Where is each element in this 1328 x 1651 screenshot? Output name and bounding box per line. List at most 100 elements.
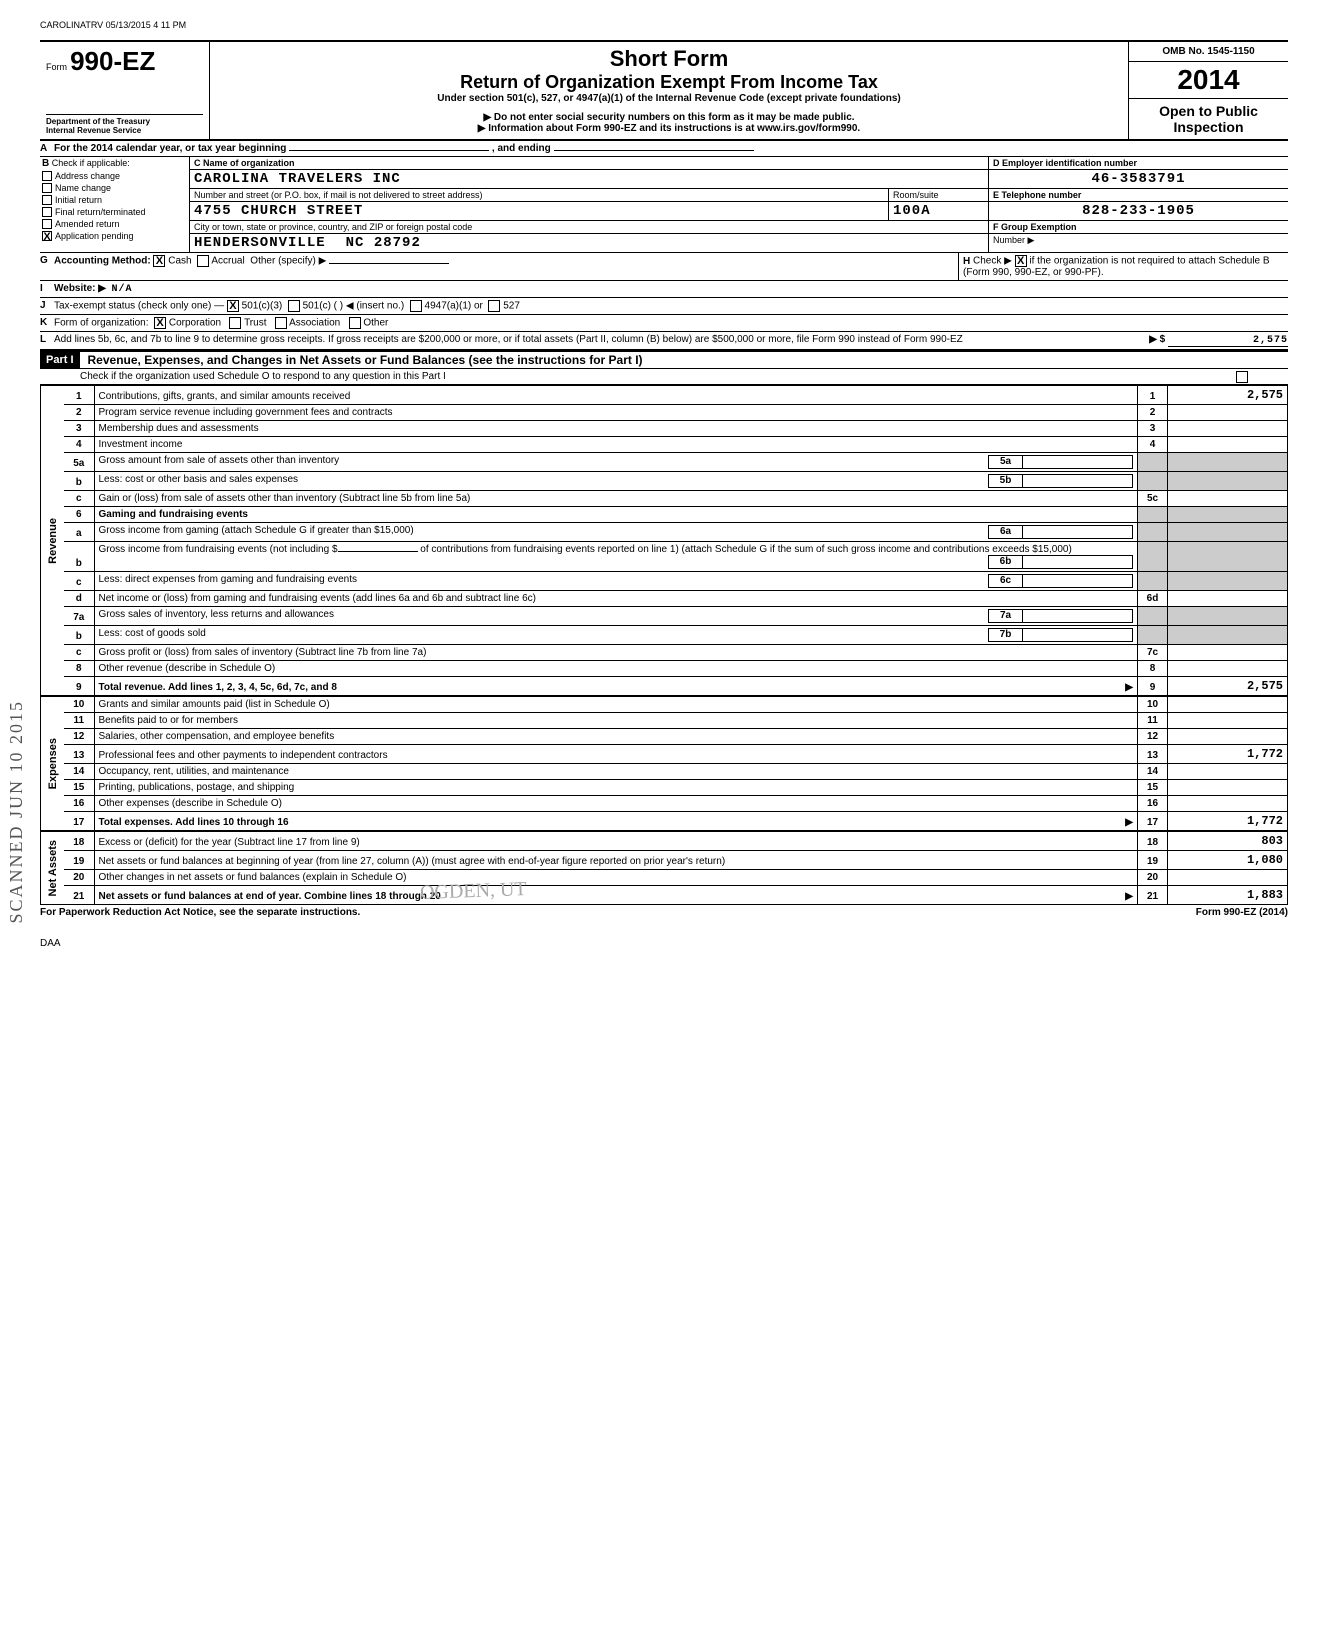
title-under: Under section 501(c), 527, or 4947(a)(1)…: [218, 93, 1120, 104]
j-opt4: 527: [503, 301, 520, 312]
line-desc: Total revenue. Add lines 1, 2, 3, 4, 5c,…: [94, 677, 1138, 696]
line-number-right: [1138, 507, 1168, 523]
line-number-left: 2: [64, 405, 94, 421]
line-number-right: 6d: [1138, 591, 1168, 607]
h-checkbox[interactable]: X: [1015, 255, 1027, 267]
line-number-left: 20: [64, 870, 94, 886]
b-checkbox[interactable]: X: [42, 231, 52, 241]
line-row: aGross income from gaming (attach Schedu…: [64, 523, 1288, 542]
line-row: 14Occupancy, rent, utilities, and mainte…: [64, 764, 1288, 780]
line-desc: Membership dues and assessments: [94, 421, 1138, 437]
scan-stamp: SCANNED JUN 10 2015: [6, 700, 27, 924]
j-501c-checkbox[interactable]: [288, 300, 300, 312]
expenses-table: 10Grants and similar amounts paid (list …: [64, 696, 1288, 831]
b-checkbox[interactable]: [42, 183, 52, 193]
b-check-row: Name change: [40, 182, 189, 194]
line-row: 11Benefits paid to or for members11: [64, 713, 1288, 729]
k-corp-checkbox[interactable]: X: [154, 317, 166, 329]
line-number-right: 10: [1138, 697, 1168, 713]
line-number-right: [1138, 523, 1168, 542]
row-a: A For the 2014 calendar year, or tax yea…: [40, 141, 1288, 157]
line-desc: Contributions, gifts, grants, and simila…: [94, 386, 1138, 405]
line-desc: Other expenses (describe in Schedule O): [94, 796, 1138, 812]
b-checkbox[interactable]: [42, 207, 52, 217]
part1-check-note-row: Check if the organization used Schedule …: [40, 369, 1288, 385]
k-trust-checkbox[interactable]: [229, 317, 241, 329]
line-amount: [1168, 645, 1288, 661]
line-amount: 2,575: [1168, 386, 1288, 405]
j-opt2: 501(c) ( ) ◀ (insert no.): [303, 301, 405, 312]
g-label: Accounting Method:: [54, 256, 151, 267]
l-arrow: ▶ $: [1149, 334, 1165, 345]
phone-value: 828-233-1905: [1082, 203, 1195, 219]
accrual-checkbox[interactable]: [197, 255, 209, 267]
line-desc: Net assets or fund balances at end of ye…: [94, 886, 1138, 905]
j-4947-checkbox[interactable]: [410, 300, 422, 312]
room-label: Room/suite: [889, 189, 988, 202]
line-number-left: c: [64, 491, 94, 507]
line-number-left: 10: [64, 697, 94, 713]
line-number-right: 4: [1138, 437, 1168, 453]
line-amount: 1,883: [1168, 886, 1288, 905]
line-desc: Gaming and fundraising events: [94, 507, 1138, 523]
a-label: For the 2014 calendar year, or tax year …: [54, 143, 286, 154]
line-number-right: 2: [1138, 405, 1168, 421]
inner-box-label: 7a: [988, 609, 1023, 623]
b-check-row: Final return/terminated: [40, 206, 189, 218]
line-number-right: 18: [1138, 832, 1168, 851]
b-checkbox[interactable]: [42, 171, 52, 181]
line-number-left: c: [64, 572, 94, 591]
line-amount: [1168, 661, 1288, 677]
line-number-left: 13: [64, 745, 94, 764]
b-checkbox[interactable]: [42, 195, 52, 205]
j-527-checkbox[interactable]: [488, 300, 500, 312]
line-number-left: 21: [64, 886, 94, 905]
line-row: 20Other changes in net assets or fund ba…: [64, 870, 1288, 886]
entity-block: B Check if applicable: Address changeNam…: [40, 157, 1288, 253]
section-def: D Employer identification number 46-3583…: [988, 157, 1288, 252]
part1-schedule-o-checkbox[interactable]: [1236, 371, 1248, 383]
part1-check-note: Check if the organization used Schedule …: [80, 371, 446, 382]
line-number-left: 6: [64, 507, 94, 523]
line-number-right: 21: [1138, 886, 1168, 905]
line-number-right: 13: [1138, 745, 1168, 764]
line-row: cGain or (loss) from sale of assets othe…: [64, 491, 1288, 507]
cash-checkbox[interactable]: X: [153, 255, 165, 267]
line-number-left: d: [64, 591, 94, 607]
line-number-left: 5a: [64, 453, 94, 472]
line-number-left: 18: [64, 832, 94, 851]
b-checkbox[interactable]: [42, 219, 52, 229]
line-row: 8Other revenue (describe in Schedule O)8: [64, 661, 1288, 677]
line-amount: 2,575: [1168, 677, 1288, 696]
line-desc: Gross profit or (loss) from sales of inv…: [94, 645, 1138, 661]
line-number-left: 17: [64, 812, 94, 831]
open-public: Open to Public Inspection: [1129, 99, 1288, 139]
inner-box-value: [1023, 455, 1133, 469]
daa-label: DAA: [40, 938, 1288, 949]
inner-box-label: 6a: [988, 525, 1023, 539]
line-row: 16Other expenses (describe in Schedule O…: [64, 796, 1288, 812]
line-row: cLess: direct expenses from gaming and f…: [64, 572, 1288, 591]
inner-box-label: 6c: [988, 574, 1023, 588]
j-label: Tax-exempt status (check only one) —: [54, 301, 224, 312]
c-label: C Name of organization: [194, 158, 295, 168]
k-assoc-checkbox[interactable]: [275, 317, 287, 329]
line-number-right: 20: [1138, 870, 1168, 886]
j-501c3-checkbox[interactable]: X: [227, 300, 239, 312]
expenses-side-label: Expenses: [47, 738, 59, 789]
line-amount: [1168, 572, 1288, 591]
paperwork-notice: For Paperwork Reduction Act Notice, see …: [40, 907, 360, 918]
line-number-left: 15: [64, 780, 94, 796]
line-desc: Other changes in net assets or fund bala…: [94, 870, 1138, 886]
line-number-left: 9: [64, 677, 94, 696]
line-amount: [1168, 713, 1288, 729]
line-number-right: [1138, 626, 1168, 645]
line-desc: Less: direct expenses from gaming and fu…: [94, 572, 1138, 591]
k-other-checkbox[interactable]: [349, 317, 361, 329]
inner-box-label: 5b: [988, 474, 1023, 488]
cash-label: Cash: [168, 256, 191, 267]
netassets-side-label: Net Assets: [47, 840, 59, 896]
line-number-left: 7a: [64, 607, 94, 626]
f-label: F Group Exemption: [993, 222, 1077, 232]
inner-box-label: 5a: [988, 455, 1023, 469]
